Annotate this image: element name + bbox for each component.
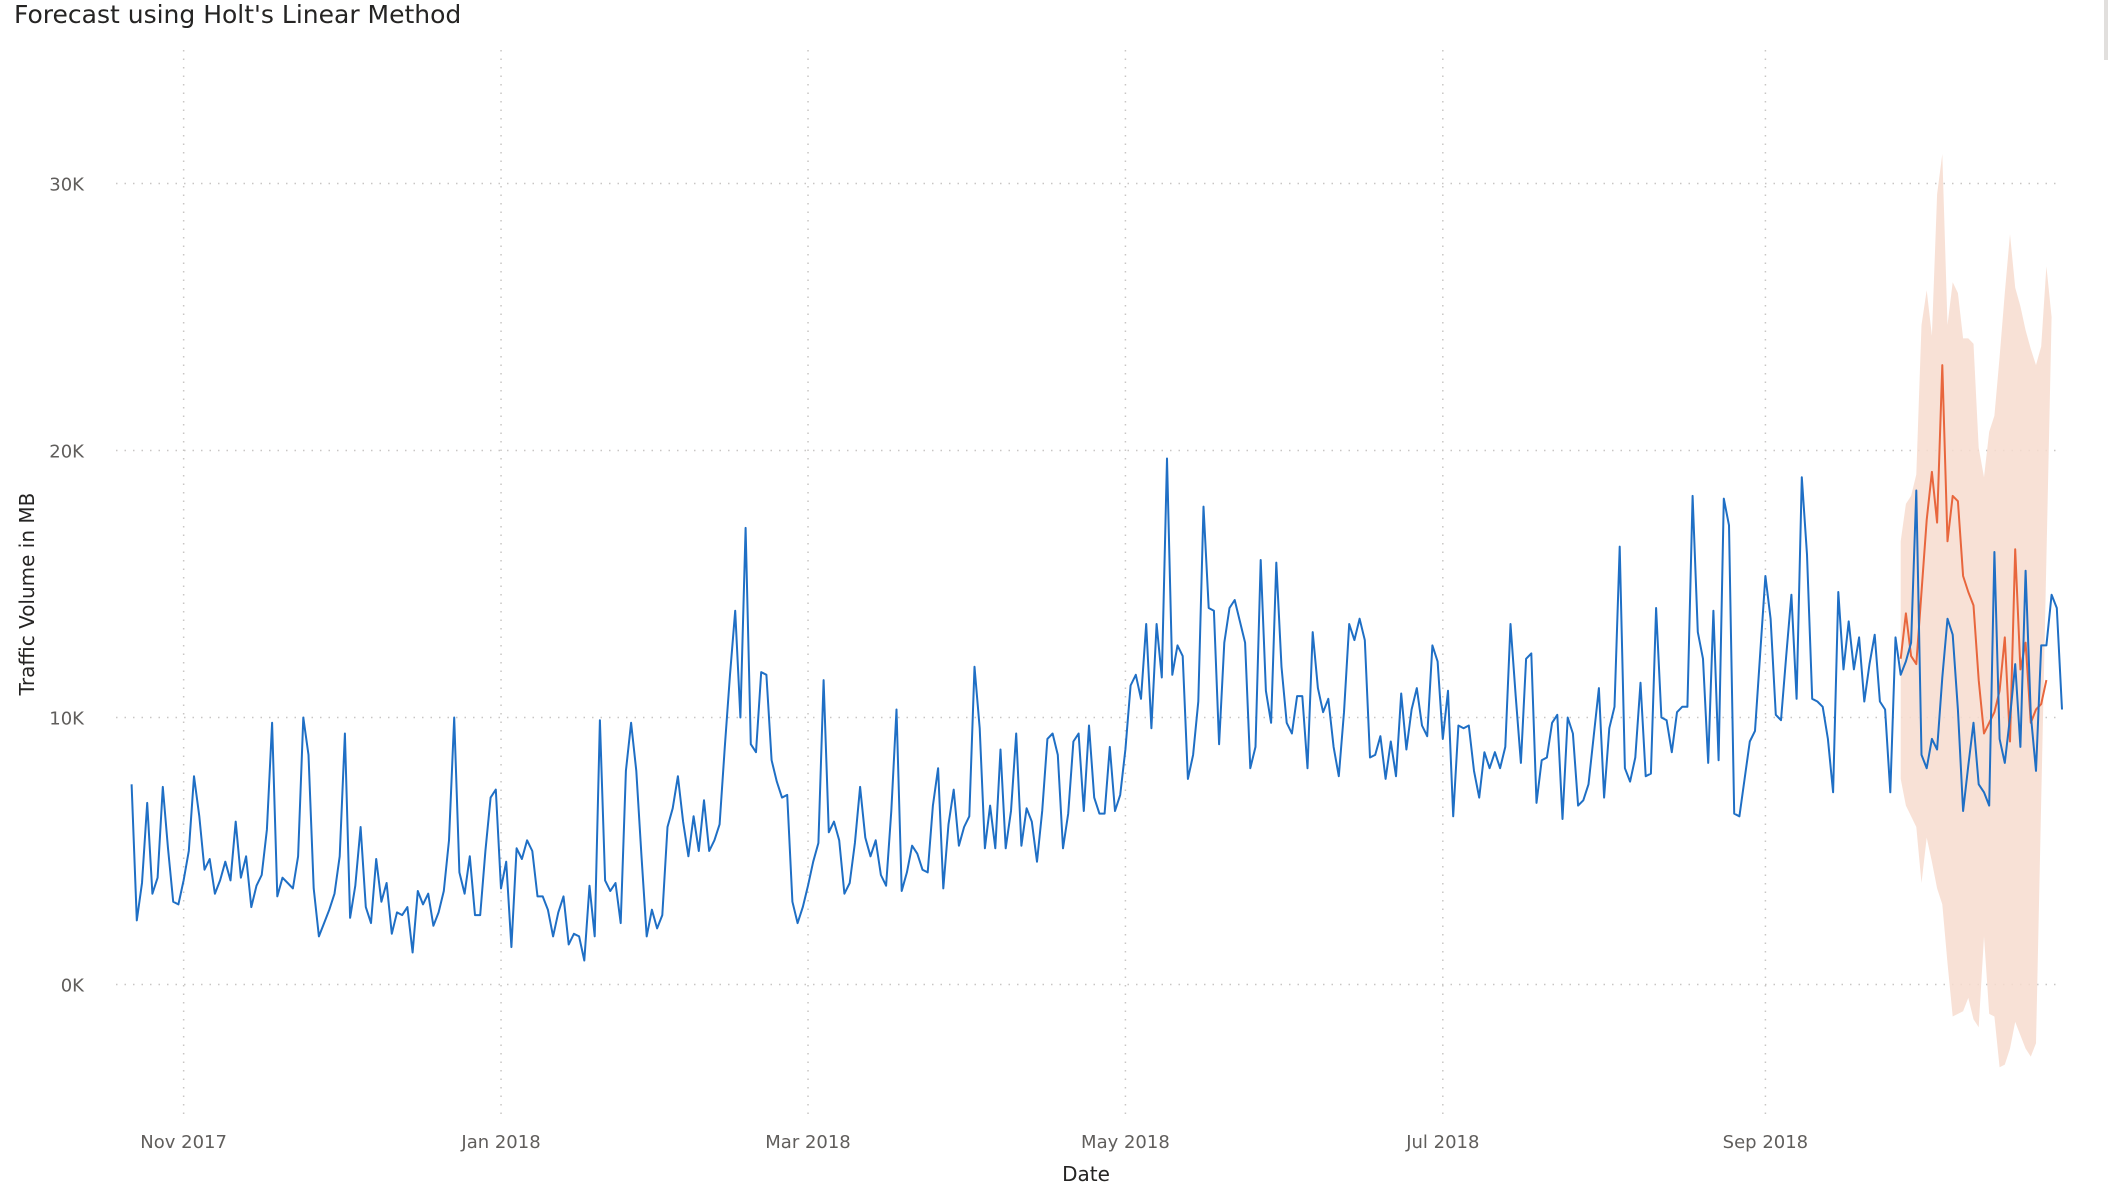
- x-tick-label: Sep 2018: [1723, 1132, 1808, 1153]
- forecast-confidence-band: [1900, 154, 2052, 1068]
- y-axis-title: Traffic Volume in MB: [15, 493, 39, 697]
- x-tick-label: Nov 2017: [140, 1132, 227, 1153]
- x-tick-label: Jul 2018: [1405, 1132, 1479, 1153]
- actual-traffic-line: [130, 457, 2063, 962]
- y-tick-label: 20K: [49, 442, 85, 463]
- x-axis-title: Date: [1062, 1162, 1110, 1186]
- x-tick-label: May 2018: [1081, 1132, 1170, 1153]
- x-tick-label: Mar 2018: [765, 1132, 851, 1153]
- chart-title: Forecast using Holt's Linear Method: [14, 0, 462, 29]
- series-lines: [130, 364, 2063, 962]
- x-tick-label: Jan 2018: [460, 1132, 540, 1153]
- y-tick-label: 30K: [49, 175, 85, 196]
- gridlines: [116, 50, 2062, 1118]
- x-axis-ticks: Nov 2017 Jan 2018 Mar 2018 May 2018 Jul 2018…: [140, 1132, 1808, 1153]
- confidence-band: [1900, 154, 2052, 1068]
- y-tick-label: 0K: [61, 976, 85, 997]
- y-axis-ticks: 0K 10K 20K 30K: [49, 175, 85, 997]
- y-tick-label: 10K: [49, 709, 85, 730]
- scrollbar-edge[interactable]: [2104, 0, 2108, 60]
